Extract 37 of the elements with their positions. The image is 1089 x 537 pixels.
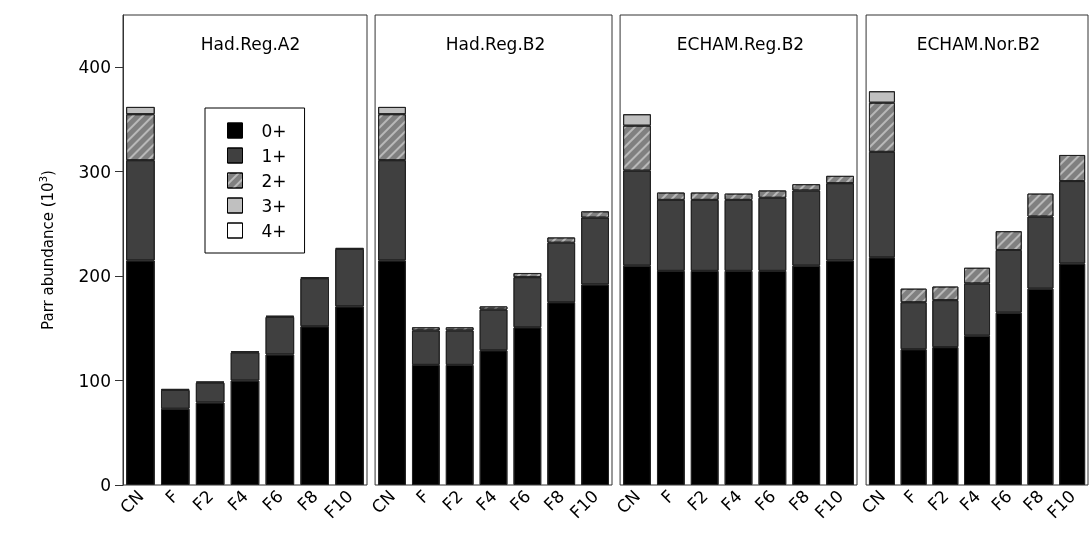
y-axis-title: Parr abundance (103): [37, 170, 57, 330]
x-tick-label: F: [411, 485, 433, 507]
x-tick-label: F4: [471, 485, 501, 515]
x-tick-label: F4: [223, 485, 253, 515]
x-tick-label: CN: [612, 485, 645, 518]
y-tick-label: 300: [78, 161, 111, 182]
text: Had.Reg.B2: [445, 33, 546, 54]
x-tick-label: F6: [505, 485, 535, 515]
legend-label: 3+: [261, 195, 287, 216]
x-tick-label: F2: [923, 485, 953, 515]
y-tick-label: 100: [78, 370, 111, 391]
y-tick-label: 200: [78, 266, 111, 287]
x-tick-label: F2: [188, 485, 218, 515]
x-tick-label: F2: [438, 485, 467, 515]
legend-label: 0+: [261, 120, 287, 141]
legend-label: 2+: [261, 170, 287, 191]
x-tick-label: F: [656, 485, 678, 507]
x-tick-label: CN: [857, 485, 890, 518]
x-tick-label: F: [899, 485, 921, 507]
legend-label: 4+: [261, 220, 287, 241]
x-tick-label: CN: [115, 485, 148, 518]
x-tick-label: CN: [367, 485, 400, 518]
x-tick-label: F6: [258, 485, 287, 515]
text: ECHAM.Nor.B2: [916, 33, 1041, 54]
x-tick-label: F2: [683, 485, 712, 515]
x-tick-label: F4: [716, 485, 746, 515]
text: Had.Reg.A2: [200, 33, 301, 54]
x-tick-label: F4: [955, 485, 985, 515]
x-tick-label: F: [161, 485, 183, 507]
x-tick-label: F8: [293, 485, 322, 515]
x-tick-label: F6: [987, 485, 1016, 515]
x-tick-label: F10: [320, 485, 357, 523]
y-tick-label: 400: [78, 57, 111, 78]
x-tick-label: F6: [750, 485, 780, 515]
legend-label: 1+: [261, 145, 287, 166]
text: ECHAM.Reg.B2: [676, 33, 805, 54]
y-tick-label: 0: [100, 475, 111, 495]
